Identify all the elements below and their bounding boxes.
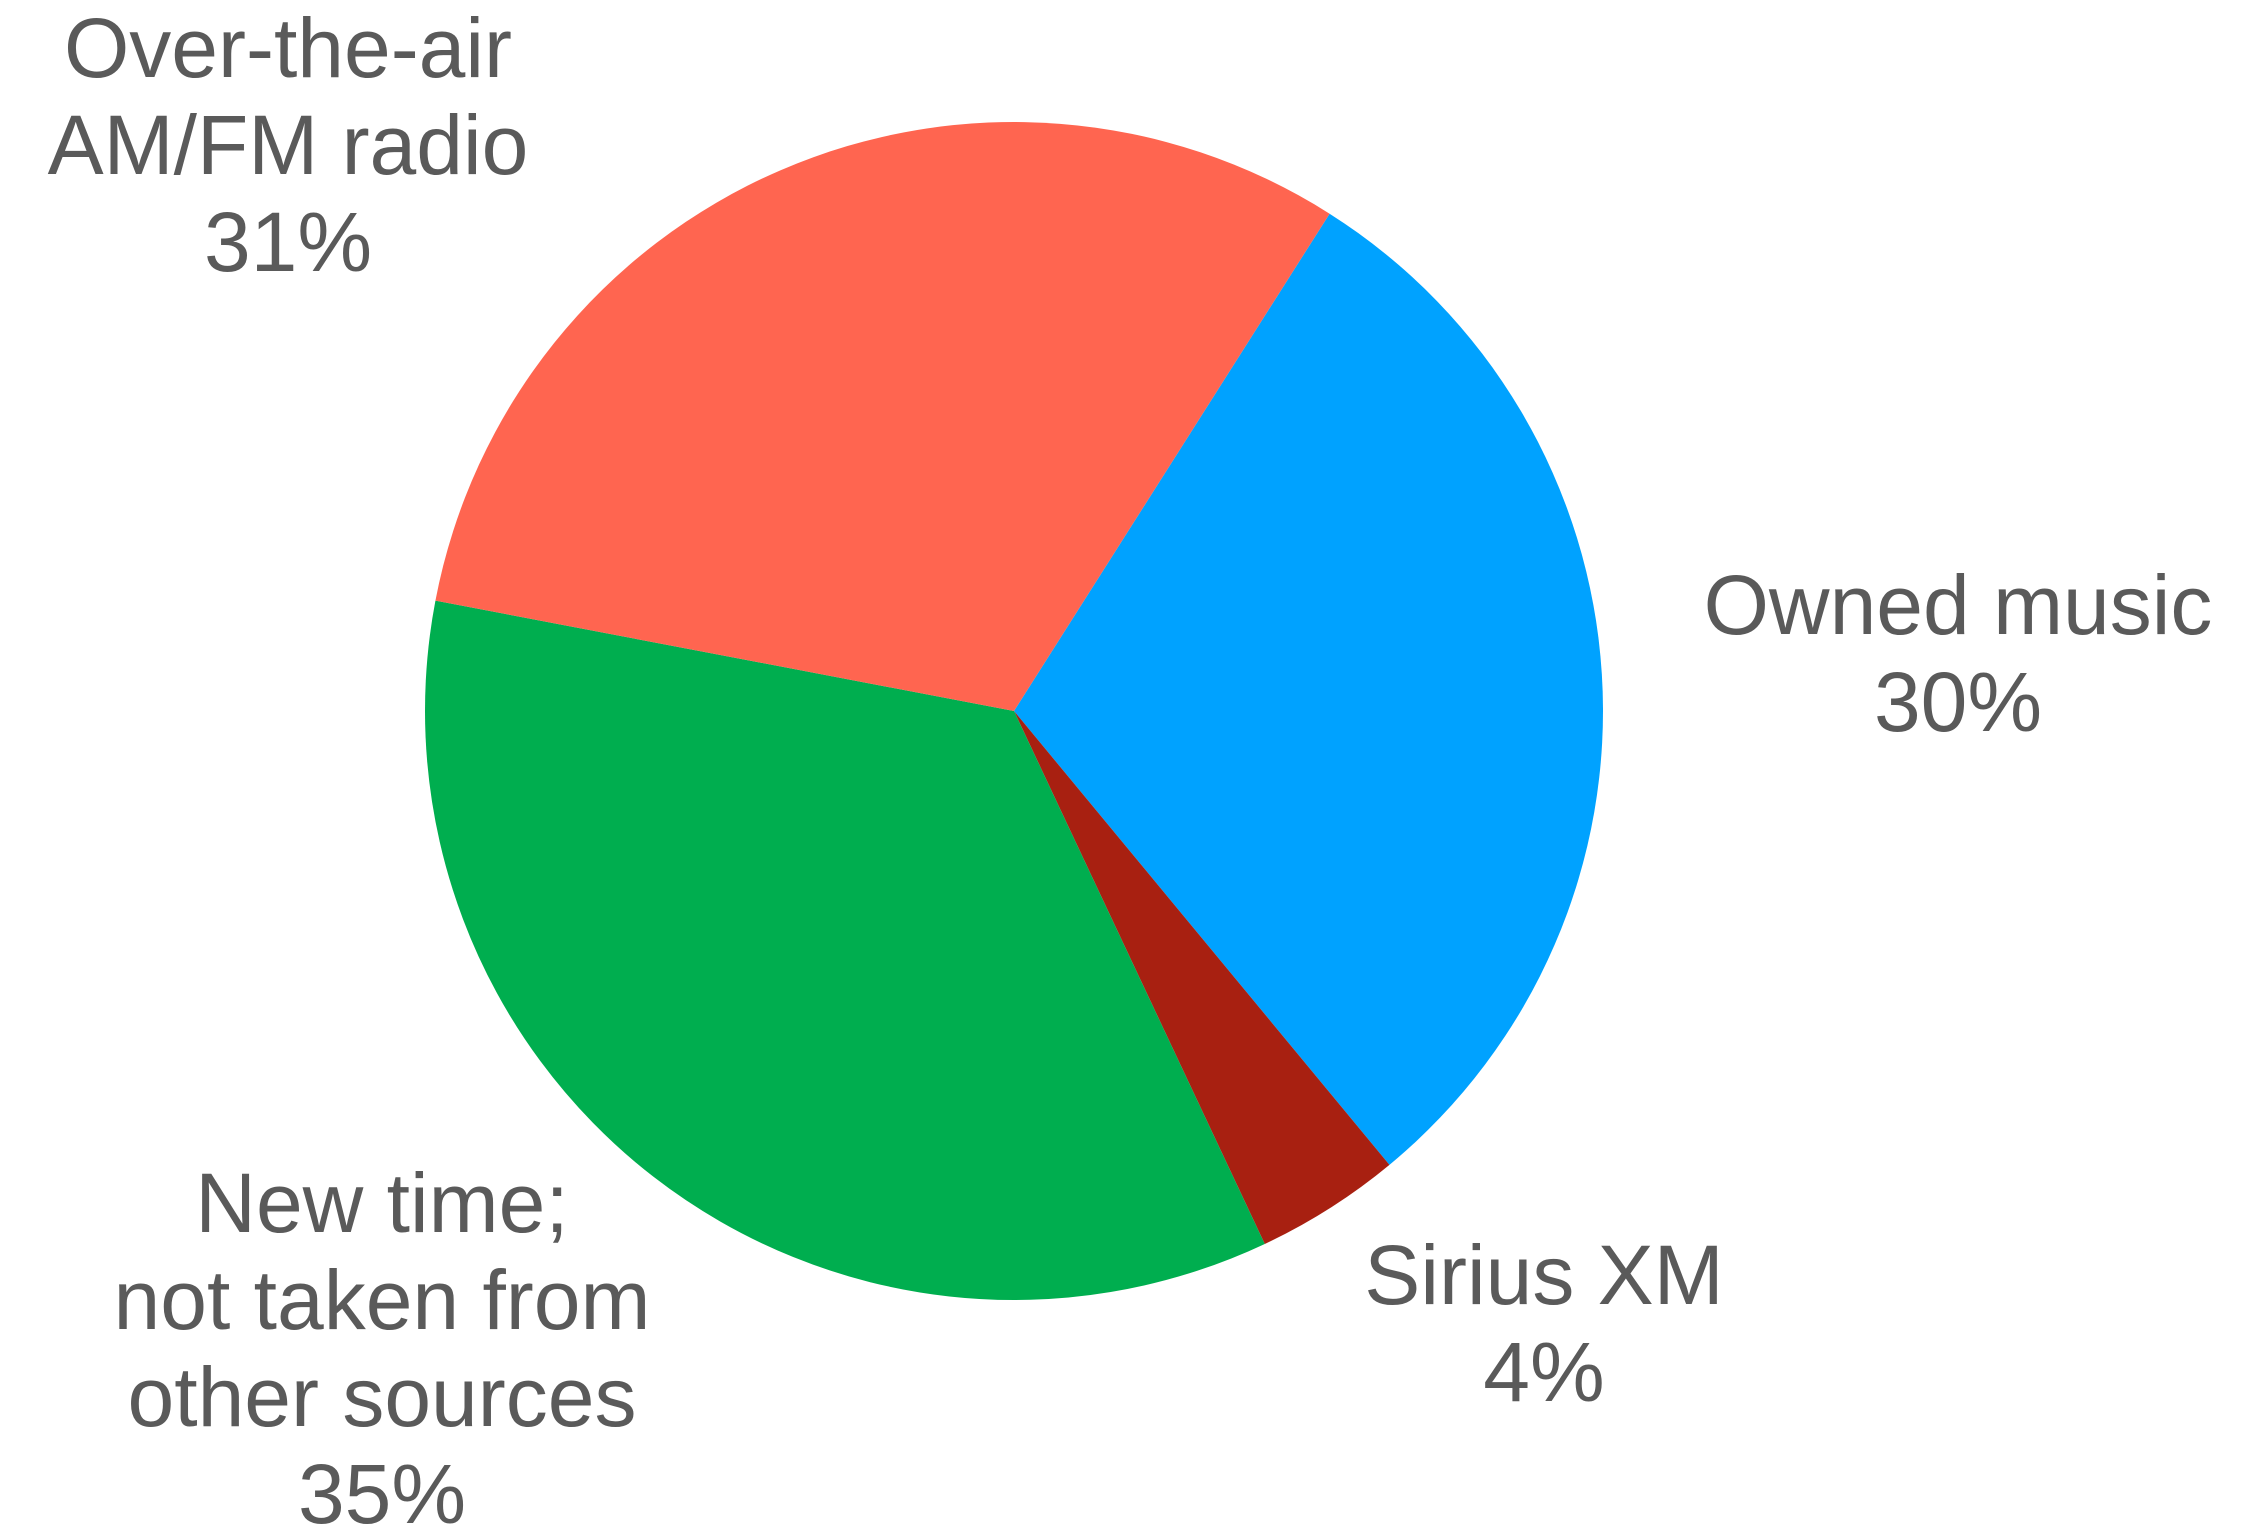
slice-label: not taken from: [114, 1253, 651, 1347]
slice-label: Over-the-air: [64, 1, 512, 95]
slice-label: other sources: [128, 1350, 637, 1444]
slice-label: Owned music: [1704, 558, 2213, 652]
value-label: 35%: [298, 1447, 466, 1533]
pie-slice: [435, 121, 1330, 711]
value-label: 30%: [1874, 655, 2042, 749]
pie-slice: [1014, 711, 1390, 1244]
pie-slice: [425, 600, 1265, 1301]
value-label: 31%: [204, 195, 372, 289]
slice-label: AM/FM radio: [48, 98, 529, 192]
slice-label: Sirius XM: [1364, 1228, 1723, 1322]
pie-slice: [1014, 213, 1603, 1165]
value-label: 4%: [1483, 1325, 1604, 1419]
slice-label: New time;: [195, 1156, 568, 1250]
